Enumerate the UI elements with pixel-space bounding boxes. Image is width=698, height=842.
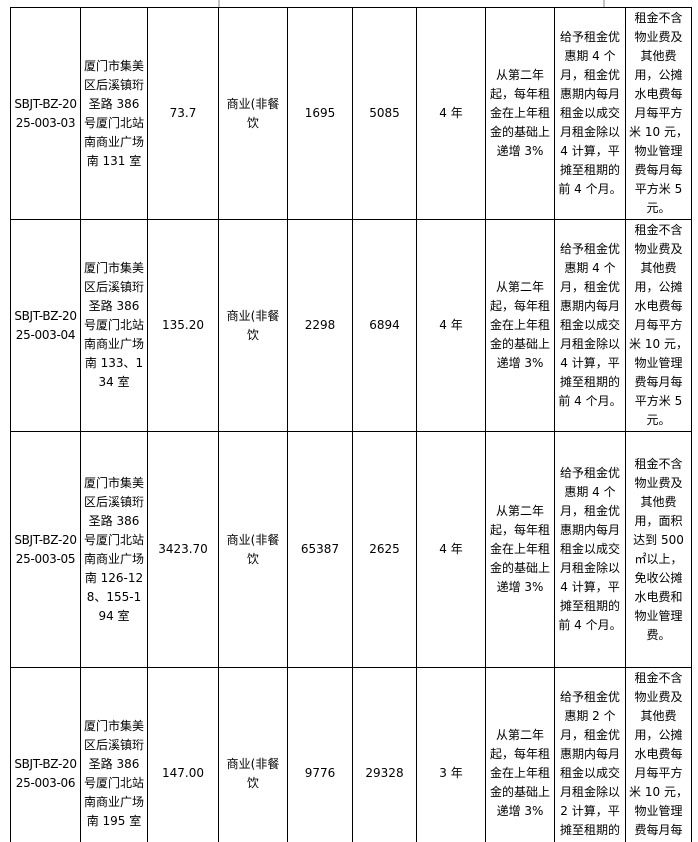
cell-address: 厦门市集美区后溪镇珩圣路 386 号厦门北站南商业广场南 131 室	[80, 7, 148, 220]
cell-usage-type: 商业(非餐饮	[218, 219, 288, 432]
cell-usage-type: 商业(非餐饮	[218, 7, 288, 220]
table-row: SBJT-BZ-2025-003-03 厦门市集美区后溪镇珩圣路 386 号厦门…	[10, 7, 692, 220]
cell-lease-term: 4 年	[416, 7, 486, 220]
cell-address: 厦门市集美区后溪镇珩圣路 386 号厦门北站南商业广场南 195 室	[80, 667, 148, 842]
cell-deposit-value: 2625	[352, 431, 417, 668]
cell-deposit-value: 6894	[352, 219, 417, 432]
cell-lease-term: 4 年	[416, 431, 486, 668]
cell-address: 厦门市集美区后溪镇珩圣路 386 号厦门北站南商业广场南 133、134 室	[80, 219, 148, 432]
cell-rent-value: 9776	[287, 667, 353, 842]
page-margin-tick	[218, 0, 220, 7]
cell-area: 135.20	[147, 219, 219, 432]
listings-table: SBJT-BZ-2025-003-03 厦门市集美区后溪镇珩圣路 386 号厦门…	[10, 7, 692, 842]
cell-escalation-clause: 从第二年起，每年租金在上年租金的基础上递增 3%	[485, 667, 555, 842]
cell-area: 73.7	[147, 7, 219, 220]
cell-listing-id: SBJT-BZ-2025-003-06	[10, 667, 81, 842]
cell-usage-type: 商业(非餐饮	[218, 431, 288, 668]
cell-area: 147.00	[147, 667, 219, 842]
cell-lease-term: 4 年	[416, 219, 486, 432]
table-row: SBJT-BZ-2025-003-06 厦门市集美区后溪镇珩圣路 386 号厦门…	[10, 667, 692, 842]
cell-fee-note: 租金不含物业费及其他费用，公摊水电费每月每平方米 10 元，物业管理费每月每平方…	[625, 667, 692, 842]
cell-lease-term: 3 年	[416, 667, 486, 842]
cell-deposit-value: 29328	[352, 667, 417, 842]
page-margin-tick	[603, 0, 605, 7]
cell-discount-clause: 给予租金优惠期 4 个月，租金优惠期内每月租金以成交月租金除以 4 计算，平摊至…	[554, 7, 626, 220]
cell-listing-id: SBJT-BZ-2025-003-03	[10, 7, 81, 220]
cell-rent-value: 1695	[287, 7, 353, 220]
cell-discount-clause: 给予租金优惠期 4 个月，租金优惠期内每月租金以成交月租金除以 4 计算，平摊至…	[554, 431, 626, 668]
cell-listing-id: SBJT-BZ-2025-003-05	[10, 431, 81, 668]
cell-fee-note: 租金不含物业费及其他费用，面积达到 500 ㎡以上，免收公摊水电费和物业管理费。	[625, 431, 692, 668]
table-row: SBJT-BZ-2025-003-05 厦门市集美区后溪镇珩圣路 386 号厦门…	[10, 431, 692, 668]
cell-rent-value: 2298	[287, 219, 353, 432]
cell-deposit-value: 5085	[352, 7, 417, 220]
cell-area: 3423.70	[147, 431, 219, 668]
cell-fee-note: 租金不含物业费及其他费用，公摊水电费每月每平方米 10 元，物业管理费每月每平方…	[625, 219, 692, 432]
cell-address: 厦门市集美区后溪镇珩圣路 386 号厦门北站南商业广场南 126-128、155…	[80, 431, 148, 668]
cell-discount-clause: 给予租金优惠期 4 个月，租金优惠期内每月租金以成交月租金除以 4 计算，平摊至…	[554, 219, 626, 432]
cell-rent-value: 65387	[287, 431, 353, 668]
cell-fee-note: 租金不含物业费及其他费用，公摊水电费每月每平方米 10 元，物业管理费每月每平方…	[625, 7, 692, 220]
cell-listing-id: SBJT-BZ-2025-003-04	[10, 219, 81, 432]
cell-usage-type: 商业(非餐饮	[218, 667, 288, 842]
cell-escalation-clause: 从第二年起，每年租金在上年租金的基础上递增 3%	[485, 431, 555, 668]
cell-escalation-clause: 从第二年起，每年租金在上年租金的基础上递增 3%	[485, 219, 555, 432]
cell-discount-clause: 给予租金优惠期 2 个月，租金优惠期内每月租金以成交月租金除以 2 计算，平摊至…	[554, 667, 626, 842]
cell-escalation-clause: 从第二年起，每年租金在上年租金的基础上递增 3%	[485, 7, 555, 220]
table-row: SBJT-BZ-2025-003-04 厦门市集美区后溪镇珩圣路 386 号厦门…	[10, 219, 692, 432]
